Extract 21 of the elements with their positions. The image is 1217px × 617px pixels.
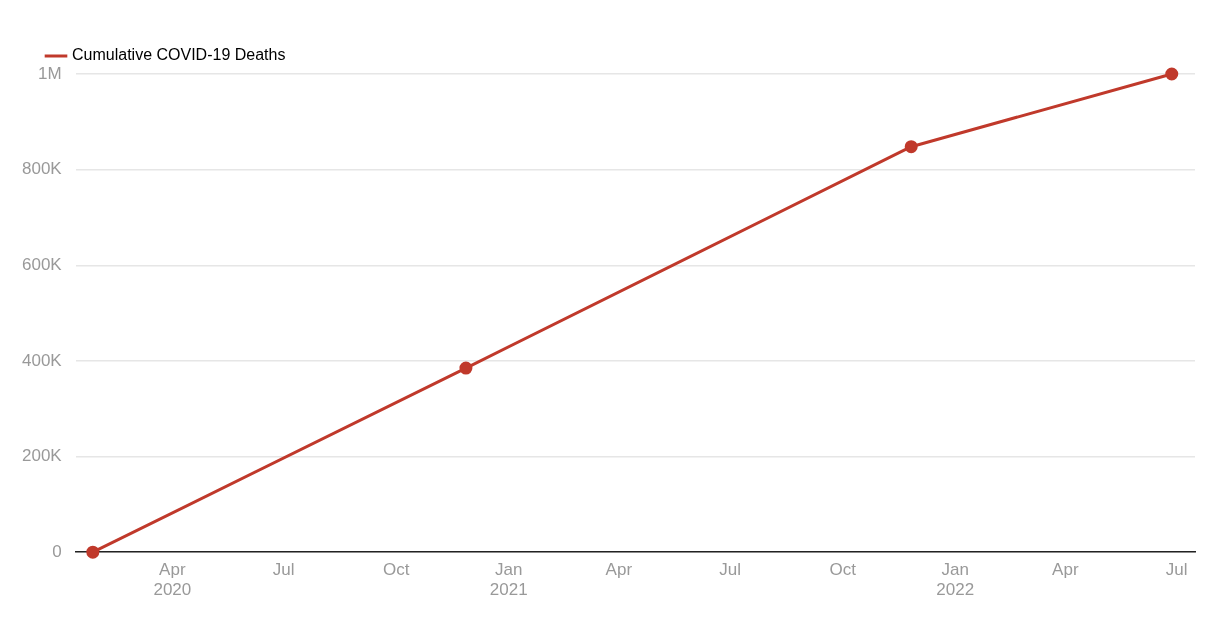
x-tick-label: Apr: [1052, 560, 1079, 580]
y-tick-label: 1M: [38, 63, 62, 83]
y-tick-label: 0: [52, 541, 62, 561]
x-tick-label: Oct: [382, 560, 410, 580]
point: [1165, 67, 1179, 81]
point: [86, 545, 100, 559]
y-tick-label: 200K: [22, 446, 63, 466]
x-tick-label: Jul: [1165, 560, 1188, 580]
x-tick-label: Apr: [605, 560, 633, 580]
point: [904, 140, 918, 154]
x-tick-label: Jul: [719, 560, 742, 580]
y-tick-label: 600K: [22, 254, 63, 274]
y-tick-label: 400K: [22, 350, 63, 370]
legend-label: Cumulative COVID-19 Deaths: [72, 46, 286, 64]
x-tick-label: Oct: [829, 560, 857, 580]
x-tick-label: Jan 2022: [936, 560, 975, 600]
point: [459, 361, 473, 375]
x-tick-label: Apr 2020: [153, 560, 192, 600]
x-tick-label: Jan 2021: [489, 560, 528, 600]
x-tick-label: Jul: [272, 560, 295, 580]
y-tick-label: 800K: [22, 159, 63, 179]
